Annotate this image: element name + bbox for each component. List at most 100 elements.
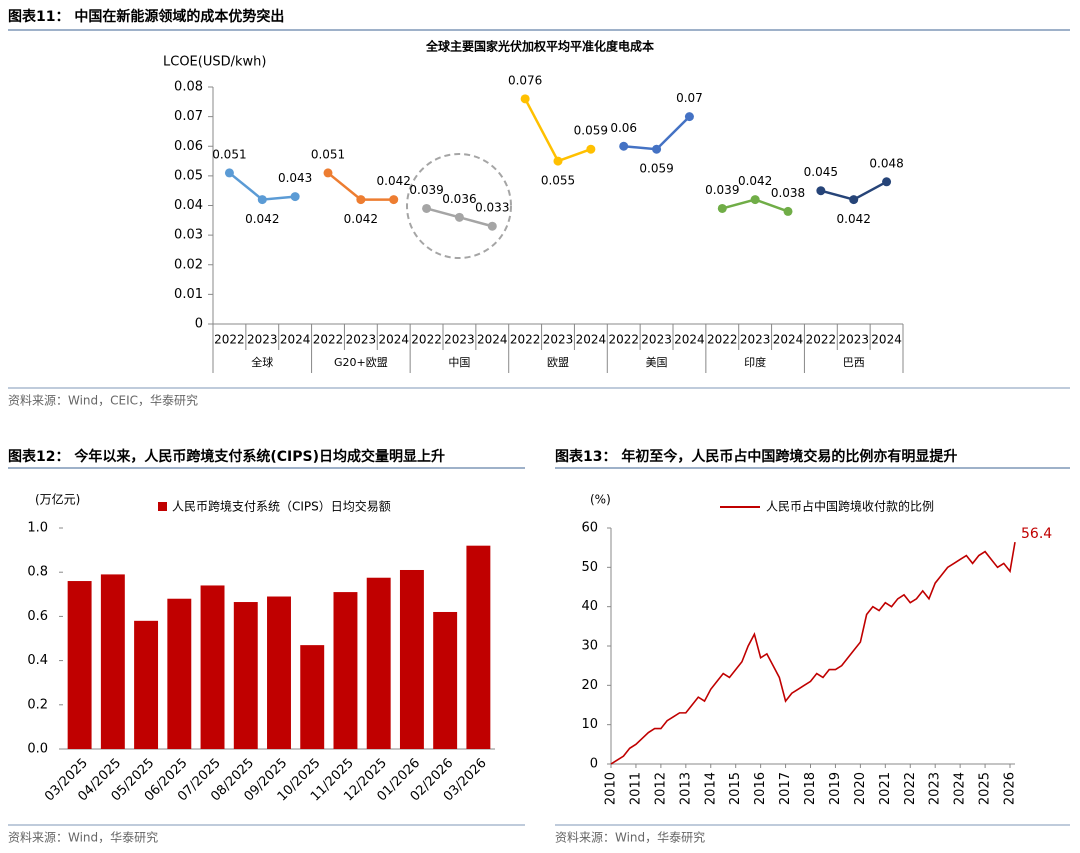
- chart-title: 全球主要国家光伏加权平均平准化度电成本: [425, 39, 654, 54]
- data-point: [717, 203, 727, 213]
- data-label: 0.059: [574, 124, 608, 138]
- y-tick-label: 1.0: [27, 521, 48, 536]
- bar: [167, 598, 192, 749]
- y-tick-label: 0.04: [174, 198, 203, 213]
- highlight-circle: [406, 153, 512, 259]
- x-tick-label: 2013: [678, 772, 693, 805]
- x-tick-label: 2024: [674, 333, 705, 347]
- x-tick-label: 2023: [928, 772, 943, 805]
- y-tick-label: 0.07: [174, 109, 203, 124]
- y-tick-label: 0.02: [174, 257, 203, 272]
- x-tick-label: 2019: [828, 772, 843, 805]
- bar: [466, 545, 491, 749]
- data-label: 0.036: [442, 192, 476, 206]
- x-tick-label: 2023: [838, 333, 869, 347]
- group-label: 全球: [251, 355, 273, 369]
- y-tick-label: 0.4: [27, 653, 48, 668]
- bar: [267, 596, 291, 749]
- data-label: 0.042: [377, 174, 411, 188]
- group-label: 美国: [646, 356, 668, 369]
- data-point: [849, 195, 859, 205]
- group-label: 欧盟: [547, 356, 569, 369]
- data-label: 0.076: [508, 73, 542, 87]
- x-tick-label: 2011: [628, 772, 643, 805]
- x-tick-label: 2023: [346, 333, 377, 347]
- x-tick-label: 2025: [978, 772, 993, 805]
- x-tick-label: 2022: [510, 333, 541, 347]
- data-point: [422, 203, 432, 213]
- x-tick-label: 2024: [871, 333, 902, 347]
- bar: [200, 585, 225, 749]
- y-tick-label: 0.2: [27, 697, 48, 712]
- x-tick-label: 2024: [280, 333, 311, 347]
- x-tick-label: 2015: [728, 772, 743, 805]
- data-point: [684, 112, 694, 122]
- y-tick-label: 20: [581, 678, 598, 693]
- y-tick-label: 0.08: [174, 80, 203, 95]
- y-tick-label: 0: [195, 317, 203, 332]
- bar: [399, 569, 424, 749]
- bar: [333, 592, 358, 749]
- x-tick-label: 2022: [313, 333, 344, 347]
- x-tick-label: 2022: [806, 333, 837, 347]
- bar: [134, 620, 159, 749]
- data-label: 0.038: [771, 186, 805, 200]
- data-label: 0.042: [245, 212, 279, 226]
- y-tick-label: 10: [581, 717, 598, 732]
- data-point: [389, 195, 399, 205]
- x-tick-label: 2023: [641, 333, 672, 347]
- data-label: 0.039: [705, 183, 739, 197]
- x-tick-label: 2016: [753, 772, 768, 805]
- y-tick-label: 60: [581, 521, 598, 536]
- data-point: [882, 177, 892, 187]
- x-tick-label: 2022: [707, 333, 738, 347]
- group-label: G20+欧盟: [334, 356, 388, 369]
- data-point: [356, 195, 366, 205]
- data-label: 0.033: [475, 201, 509, 215]
- data-label: 0.045: [804, 165, 838, 179]
- x-tick-label: 2024: [953, 772, 968, 805]
- x-tick-label: 2010: [604, 772, 619, 805]
- figure-heading: 图表11： 中国在新能源领域的成本优势突出: [8, 8, 284, 25]
- data-label: 0.06: [610, 121, 637, 135]
- x-tick-label: 2024: [576, 333, 607, 347]
- data-point: [454, 212, 464, 222]
- bar: [67, 581, 92, 749]
- bar: [366, 577, 391, 749]
- x-tick-label: 2024: [773, 333, 804, 347]
- figure-source: 资料来源：Wind，华泰研究: [8, 830, 158, 845]
- data-point: [816, 186, 826, 196]
- data-point: [783, 206, 793, 216]
- data-point: [290, 192, 300, 202]
- y-tick-label: 40: [581, 599, 598, 614]
- data-label: 56.4: [1021, 526, 1052, 542]
- y-tick-label: 0.0: [27, 742, 48, 757]
- legend-label: 人民币占中国跨境收付款的比例: [766, 499, 934, 514]
- figure-source: 资料来源：Wind，CEIC，华泰研究: [8, 393, 198, 408]
- x-tick-label: 2026: [1003, 772, 1018, 805]
- data-label: 0.042: [837, 212, 871, 226]
- data-point: [652, 144, 662, 154]
- data-point: [520, 94, 530, 104]
- data-label: 0.048: [869, 156, 903, 170]
- x-tick-label: 2023: [444, 333, 475, 347]
- x-tick-label: 2023: [543, 333, 574, 347]
- bar: [100, 574, 125, 749]
- data-point: [323, 168, 333, 178]
- bar: [300, 645, 325, 749]
- y-axis-label: (万亿元): [35, 492, 80, 507]
- data-label: 0.043: [278, 171, 312, 185]
- x-tick-label: 2022: [411, 333, 442, 347]
- data-point: [553, 156, 563, 166]
- data-label: 0.042: [344, 212, 378, 226]
- x-tick-label: 2023: [247, 333, 278, 347]
- figure-heading: 图表13： 年初至今，人民币占中国跨境交易的比例亦有明显提升: [555, 448, 957, 465]
- y-tick-label: 0.05: [174, 168, 203, 183]
- data-point: [257, 195, 267, 205]
- group-label: 中国: [448, 356, 470, 369]
- x-tick-label: 2024: [378, 333, 409, 347]
- data-point: [487, 221, 497, 231]
- data-label: 0.055: [541, 174, 575, 188]
- x-tick-label: 2014: [703, 772, 718, 805]
